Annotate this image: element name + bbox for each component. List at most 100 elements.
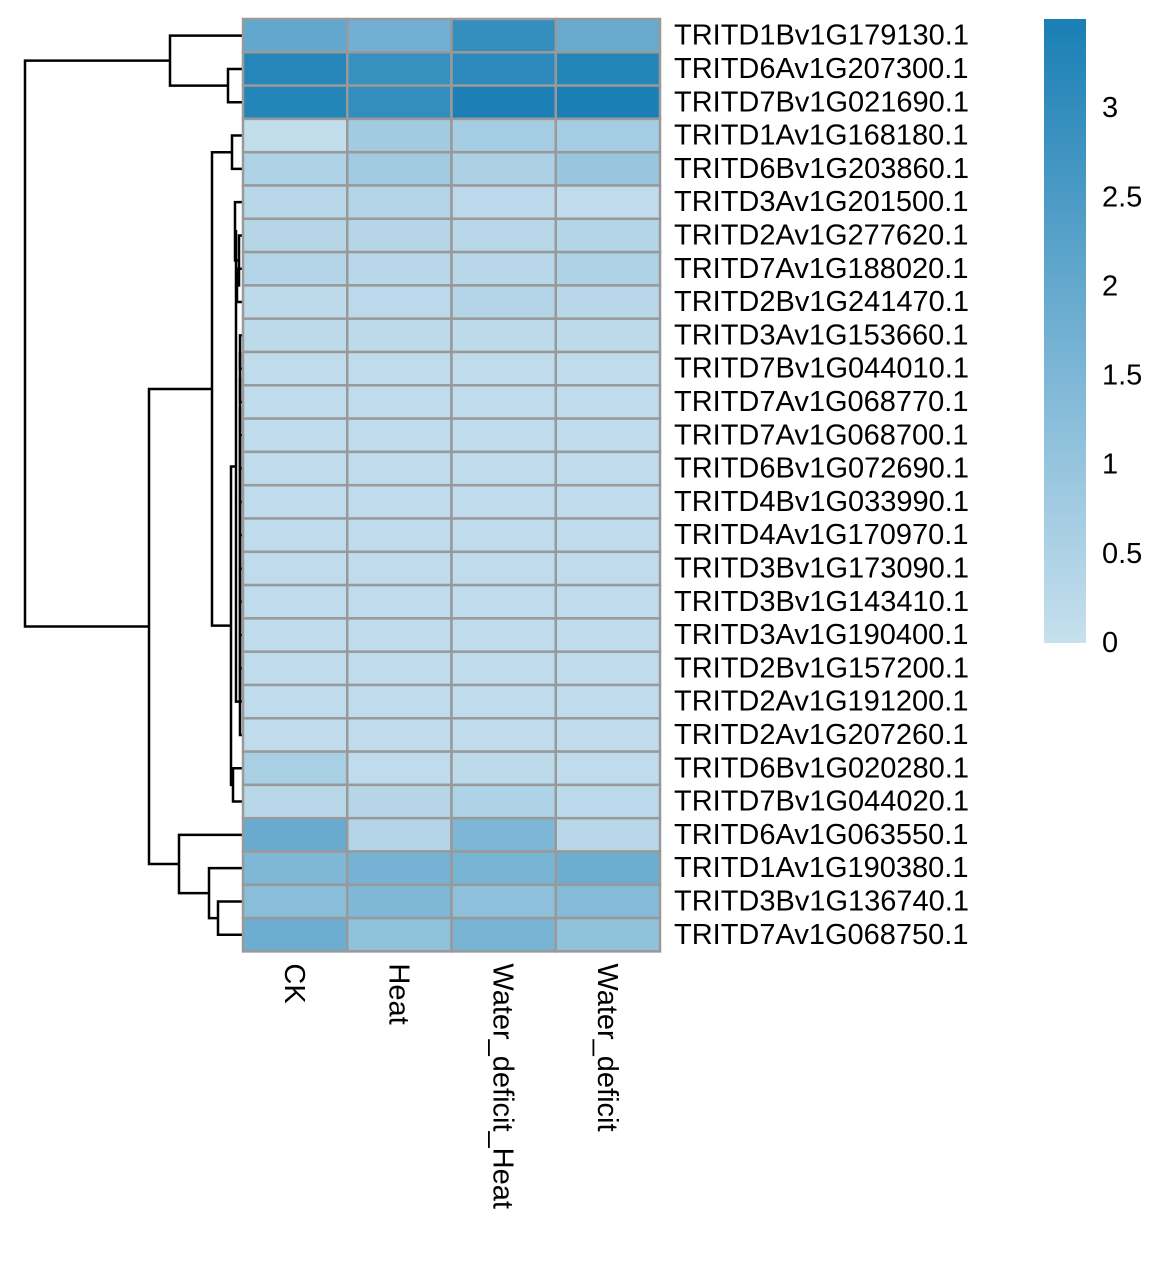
column-label: CK	[278, 963, 310, 1004]
heatmap-cell	[450, 650, 557, 687]
heatmap-cell	[554, 816, 662, 853]
heatmap-cell	[554, 417, 662, 454]
heatmap-cell	[241, 350, 349, 387]
heatmap-cell	[241, 850, 349, 887]
row-label: TRITD2Bv1G157200.1	[674, 652, 969, 684]
heatmap-cell	[450, 250, 557, 287]
row-label: TRITD1Bv1G179130.1	[674, 20, 969, 52]
heatmap-cell	[346, 850, 453, 887]
heatmap-cell	[450, 550, 557, 587]
row-label: TRITD6Bv1G203860.1	[674, 153, 969, 185]
heatmap-cell	[554, 483, 662, 520]
row-label: TRITD6Av1G207300.1	[674, 53, 968, 85]
heatmap-cell	[241, 483, 349, 520]
heatmap-cell	[450, 517, 557, 554]
heatmap-cell	[241, 583, 349, 620]
heatmap-cell	[554, 17, 662, 54]
heatmap-cell	[346, 284, 453, 320]
heatmap-cell	[554, 717, 662, 753]
row-label: TRITD7Av1G068700.1	[674, 419, 968, 451]
heatmap-cell	[346, 384, 453, 420]
dendrogram-branch	[177, 833, 243, 895]
dendrogram-branch	[210, 150, 232, 627]
legend-color-bar	[1044, 19, 1086, 643]
heatmap-cell	[346, 317, 453, 354]
heatmap-cell	[554, 650, 662, 687]
heatmap-cell	[346, 517, 453, 554]
heatmap-cell	[241, 217, 349, 254]
heatmap-cells	[241, 17, 662, 953]
legend-tick-label: 3	[1102, 92, 1118, 124]
heatmap-cell	[554, 850, 662, 887]
heatmap-cell	[346, 51, 453, 87]
heatmap-cell	[346, 550, 453, 587]
dendrogram-branch	[226, 67, 243, 104]
row-label: TRITD7Bv1G044020.1	[674, 786, 969, 818]
heatmap-cell	[450, 816, 557, 853]
heatmap-cell	[346, 17, 453, 54]
heatmap-cell	[241, 17, 349, 54]
heatmap-cell	[554, 250, 662, 287]
heatmap-cell	[241, 250, 349, 287]
legend-tick-label: 1.5	[1102, 360, 1142, 392]
row-label: TRITD3Av1G201500.1	[674, 186, 968, 218]
heatmap-cell	[241, 150, 349, 187]
heatmap-cell	[241, 683, 349, 720]
heatmap-cell	[554, 617, 662, 653]
heatmap-cell	[241, 117, 349, 154]
heatmap-cell	[241, 417, 349, 454]
row-dendrogram	[23, 34, 243, 936]
row-label: TRITD6Av1G063550.1	[674, 819, 968, 851]
heatmap-cell	[241, 517, 349, 554]
row-label: TRITD2Bv1G241470.1	[674, 286, 969, 318]
heatmap-cell	[241, 317, 349, 354]
heatmap-cell	[241, 650, 349, 687]
heatmap-cell	[241, 916, 349, 953]
row-label: TRITD2Av1G277620.1	[674, 219, 968, 251]
heatmap-cell	[554, 350, 662, 387]
heatmap-cell	[450, 850, 557, 887]
heatmap-cell	[241, 750, 349, 787]
heatmap-cell	[241, 783, 349, 820]
row-label: TRITD4Bv1G033990.1	[674, 486, 969, 518]
heatmap-cell	[346, 750, 453, 787]
heatmap-cell	[554, 51, 662, 87]
heatmap-cell	[346, 883, 453, 920]
heatmap-cell	[450, 51, 557, 87]
heatmap-cell	[554, 150, 662, 187]
dendrogram-branch	[23, 59, 170, 628]
heatmap-cell	[450, 683, 557, 720]
heatmap-cell	[450, 417, 557, 454]
row-label: TRITD7Av1G068750.1	[674, 919, 968, 951]
heatmap-cell	[241, 184, 349, 221]
row-label: TRITD3Bv1G143410.1	[674, 586, 969, 618]
heatmap-cell	[346, 783, 453, 820]
heatmap-cell	[241, 816, 349, 853]
legend-tick-label: 1	[1102, 449, 1118, 481]
row-label: TRITD1Av1G168180.1	[674, 120, 968, 152]
heatmap-cell	[554, 583, 662, 620]
heatmap-cell	[450, 783, 557, 820]
heatmap-cell	[554, 84, 662, 121]
row-label: TRITD7Av1G188020.1	[674, 253, 968, 285]
dendrogram-branch	[147, 387, 212, 866]
heatmap-cell	[346, 683, 453, 720]
heatmap-cell	[554, 384, 662, 420]
row-label: TRITD2Av1G191200.1	[674, 686, 968, 718]
dendrogram-branch	[216, 900, 243, 936]
heatmap-cell	[346, 417, 453, 454]
color-legend: 0 0.5 1 1.5 2 2.5 3	[1044, 19, 1142, 659]
row-label: TRITD6Bv1G020280.1	[674, 752, 969, 784]
column-label: Heat	[382, 963, 414, 1024]
heatmap-cell	[450, 84, 557, 121]
dendrogram-branch	[168, 34, 243, 87]
heatmap-cell	[450, 384, 557, 420]
heatmap-cell	[554, 783, 662, 820]
heatmap-cell	[450, 317, 557, 354]
row-label: TRITD3Av1G190400.1	[674, 619, 968, 651]
heatmap-cell	[554, 750, 662, 787]
heatmap-cell	[346, 250, 453, 287]
heatmap-cell	[450, 450, 557, 487]
row-label: TRITD3Bv1G136740.1	[674, 885, 969, 917]
